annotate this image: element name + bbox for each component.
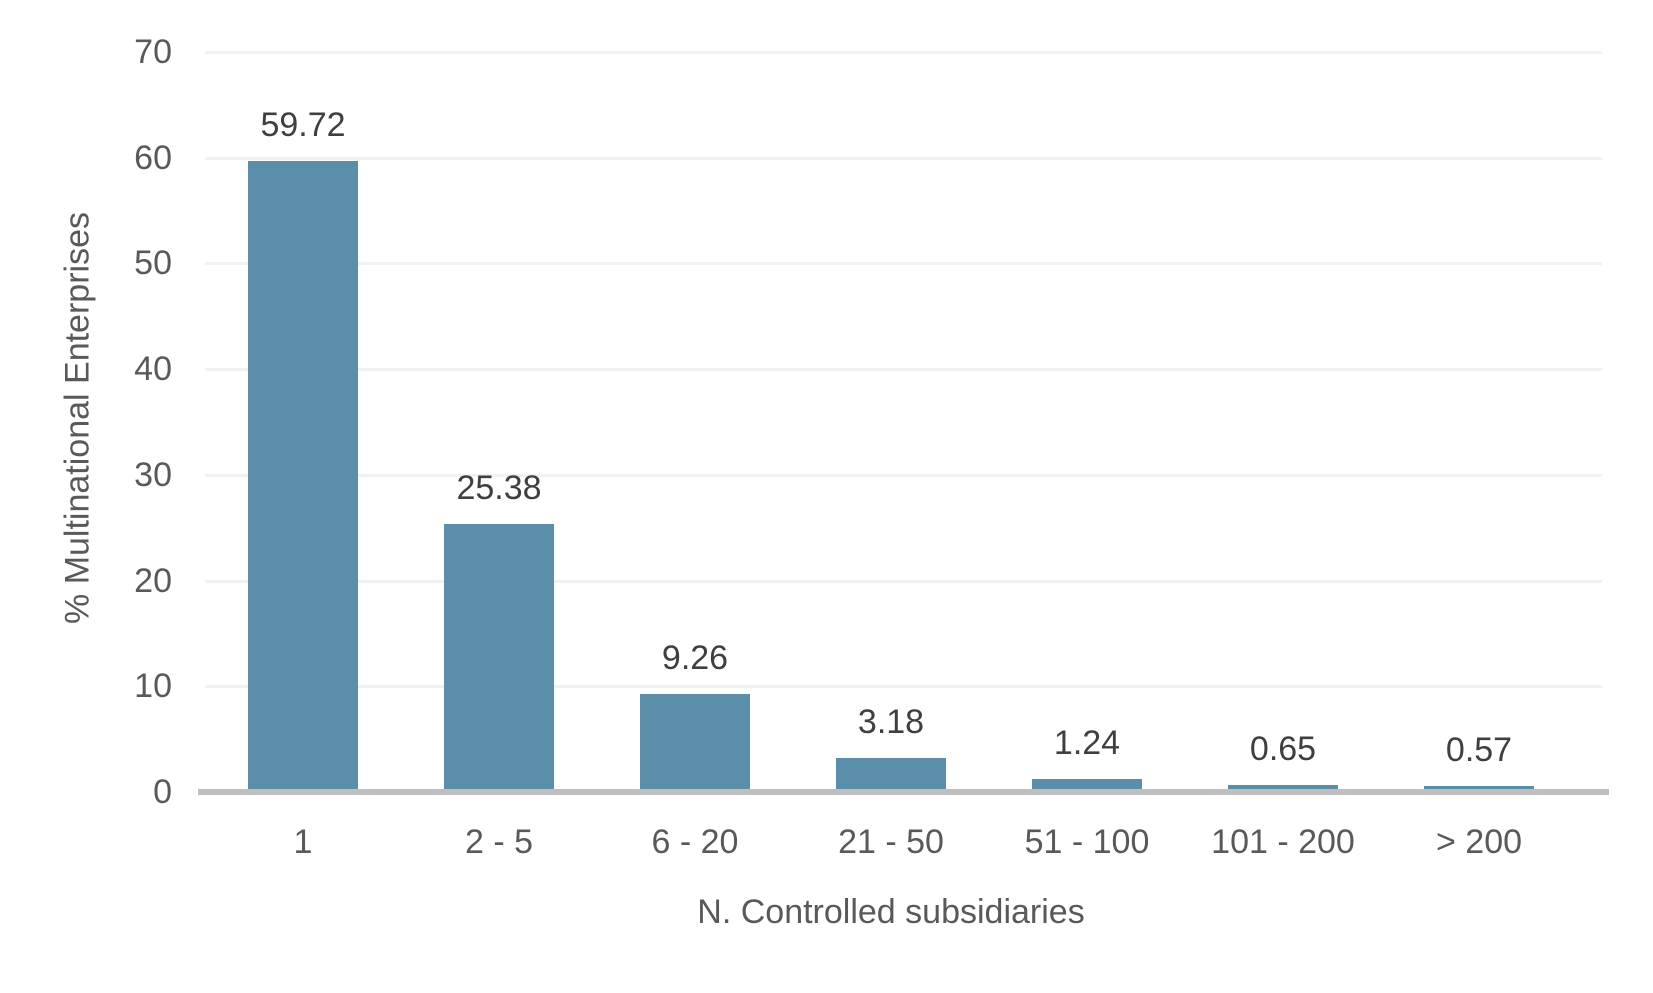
bars-container: 59.72 25.38 9.26 3.18 1.24 0.65 0.57 [205, 52, 1577, 792]
bar [1424, 785, 1534, 792]
bar-value-label: 25.38 [456, 468, 542, 507]
bar-value-label: 9.26 [661, 639, 729, 678]
bar-value-label: 59.72 [260, 105, 346, 144]
x-category-label: 101 - 200 [1211, 823, 1355, 861]
gridline [205, 685, 1602, 689]
bar-group: 1.24 [989, 52, 1185, 792]
bar-group: 0.57 [1381, 52, 1577, 792]
gridline [205, 156, 1602, 160]
y-tick-label: 0 [153, 773, 172, 811]
bar-value-label: 3.18 [857, 703, 925, 742]
bar [836, 758, 946, 792]
y-tick-label: 20 [134, 561, 172, 600]
x-category-label: 1 [293, 823, 313, 861]
plot-area: 59.72 25.38 9.26 3.18 1.24 0.65 0.57 [198, 51, 1609, 795]
bar [1032, 778, 1142, 792]
gridline [205, 262, 1602, 266]
bar-value-label: 0.65 [1249, 730, 1317, 769]
x-category-label: > 200 [1435, 823, 1523, 861]
y-tick-label: 70 [134, 33, 172, 71]
x-category-label: 2 - 5 [464, 823, 534, 861]
bar [1228, 785, 1338, 792]
bar-group: 9.26 [597, 52, 793, 792]
bar-value-label: 1.24 [1053, 723, 1121, 762]
x-axis-title: N. Controlled subsidiaries [697, 893, 1085, 931]
gridline [205, 368, 1602, 372]
x-category-label: 6 - 20 [651, 823, 739, 861]
x-category-label: 51 - 100 [1024, 823, 1150, 861]
bar [248, 160, 358, 792]
bar-group: 25.38 [401, 52, 597, 792]
bar-group: 0.65 [1185, 52, 1381, 792]
y-tick-label: 60 [134, 138, 172, 177]
gridline [205, 579, 1602, 583]
y-tick-label: 10 [134, 667, 172, 706]
y-tick-label: 30 [134, 455, 172, 494]
x-axis-line [198, 789, 1609, 795]
bar-group: 59.72 [205, 52, 401, 792]
bar [640, 694, 750, 792]
bar-value-label: 0.57 [1445, 730, 1513, 769]
y-tick-label: 50 [134, 244, 172, 283]
y-tick-label: 40 [134, 350, 172, 389]
gridline [205, 51, 1602, 54]
x-category-label: 21 - 50 [838, 823, 944, 861]
bar [444, 523, 554, 792]
bar-group: 3.18 [793, 52, 989, 792]
gridline [205, 473, 1602, 477]
